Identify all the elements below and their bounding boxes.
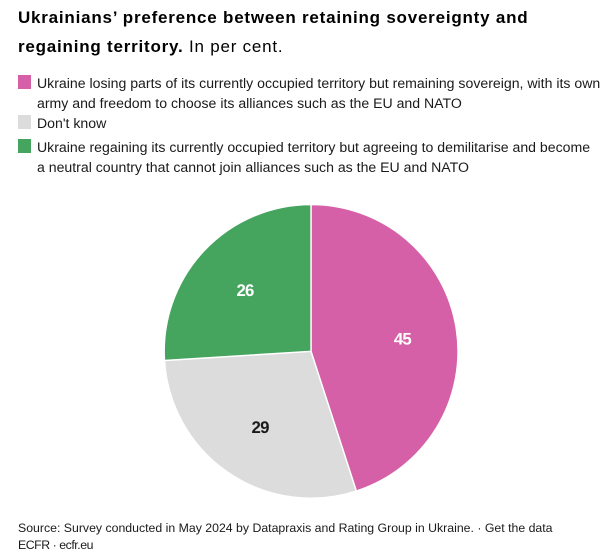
svg-text:26: 26 [236,281,254,300]
svg-text:45: 45 [394,329,412,348]
svg-text:29: 29 [252,418,270,437]
